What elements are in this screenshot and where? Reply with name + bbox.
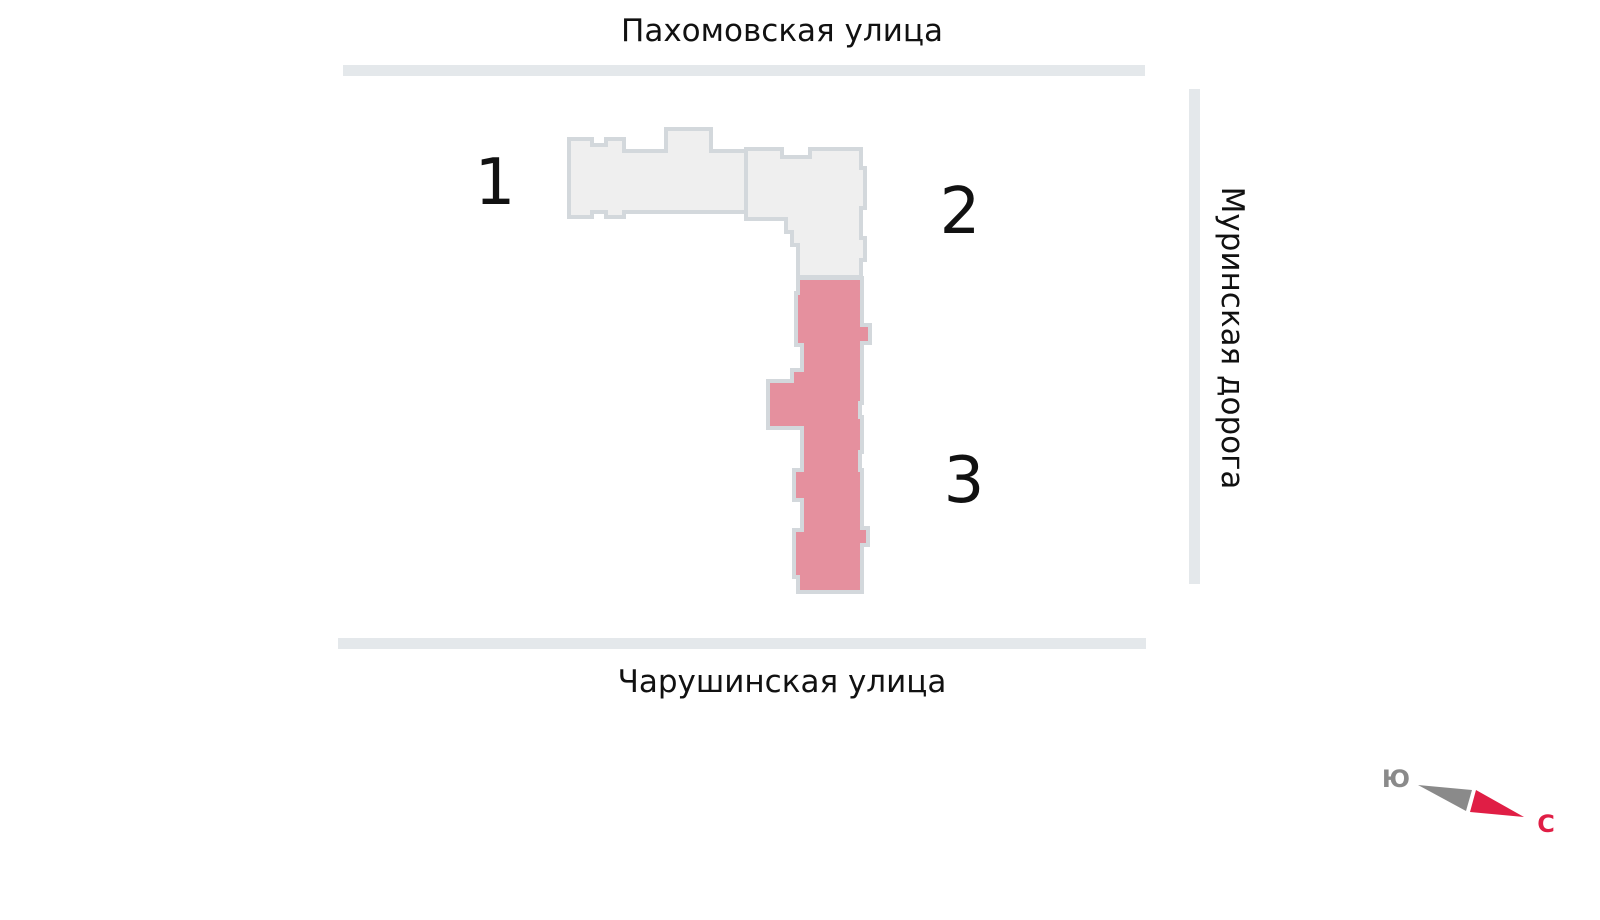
building-number-3[interactable]: 3 xyxy=(944,444,985,518)
compass-south-label: Ю xyxy=(1382,765,1410,793)
compass-north-label: С xyxy=(1537,810,1555,838)
road-right xyxy=(1189,89,1200,584)
building-number-1[interactable]: 1 xyxy=(475,146,516,220)
building-1[interactable] xyxy=(567,127,748,219)
compass: Ю С xyxy=(1382,765,1555,838)
street-label-right: Муринская дорога xyxy=(1214,187,1250,490)
compass-north-arrow-icon xyxy=(1470,790,1524,817)
building-number-2[interactable]: 2 xyxy=(940,175,981,249)
building-3[interactable] xyxy=(766,276,872,594)
street-label-top: Пахомовская улица xyxy=(621,13,943,49)
compass-south-arrow-icon xyxy=(1418,785,1472,811)
building-2[interactable] xyxy=(744,147,867,279)
street-label-bottom: Чарушинская улица xyxy=(618,664,947,700)
road-top xyxy=(343,65,1145,76)
road-bottom xyxy=(338,638,1146,649)
